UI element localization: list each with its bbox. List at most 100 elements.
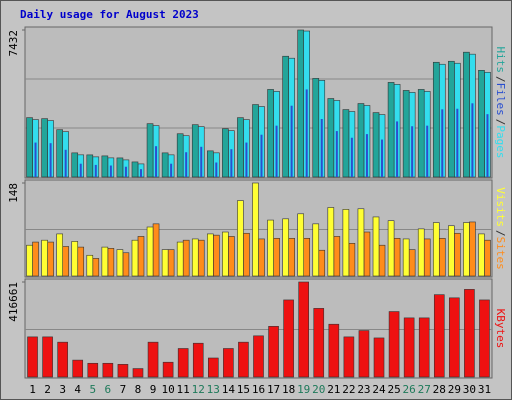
x-tick-label: 29 (448, 383, 461, 396)
bar (182, 239, 190, 277)
x-tick-label: 31 (478, 383, 491, 396)
x-tick-label: 15 (237, 383, 250, 396)
bar (238, 341, 249, 378)
bar (170, 163, 173, 177)
x-tick-label: 7 (120, 383, 127, 396)
bar (207, 233, 214, 277)
bar (463, 222, 470, 277)
bar (139, 169, 142, 177)
bar (77, 246, 85, 277)
y-tick-label: 416661 (7, 282, 20, 322)
bar (57, 341, 68, 378)
x-tick-label: 28 (433, 383, 446, 396)
bar (363, 231, 371, 277)
bar (267, 219, 274, 277)
bar (147, 341, 159, 378)
bar (101, 246, 109, 277)
bar (34, 142, 37, 177)
bar (176, 241, 184, 277)
bar (327, 207, 335, 277)
legend-separator: / (494, 119, 507, 126)
bar (305, 89, 308, 177)
bar (124, 166, 127, 177)
bar (260, 134, 263, 177)
bar (101, 155, 109, 178)
bar (79, 163, 82, 177)
bar (357, 208, 365, 277)
bar (438, 237, 446, 277)
bar (162, 361, 174, 378)
bar (86, 154, 94, 178)
bar (267, 89, 274, 178)
chart-title: Daily usage for August 2023 (20, 8, 199, 21)
bar (109, 165, 112, 177)
x-tick-label: 4 (74, 383, 81, 396)
bar (411, 126, 414, 177)
bar (56, 233, 63, 277)
bar (432, 222, 440, 277)
x-tick-label: 17 (267, 383, 280, 396)
bar (388, 311, 400, 378)
bar (176, 133, 184, 178)
bar (327, 98, 335, 178)
bar (297, 29, 304, 178)
bar (423, 238, 431, 277)
bar (426, 125, 429, 177)
bar (107, 248, 115, 277)
bar (479, 299, 490, 378)
x-tick-label: 19 (297, 383, 310, 396)
x-tick-label: 22 (342, 383, 355, 396)
bar (87, 362, 99, 378)
x-tick-label: 26 (403, 383, 416, 396)
bar (282, 55, 289, 178)
bar (273, 237, 280, 277)
bar (318, 249, 326, 277)
bar (185, 152, 188, 177)
bar (252, 182, 259, 277)
x-tick-label: 16 (252, 383, 265, 396)
bar (252, 104, 259, 178)
bar (373, 337, 385, 378)
x-tick-label: 11 (177, 383, 190, 396)
bar (192, 342, 204, 378)
bar (298, 281, 309, 378)
bar (41, 118, 48, 178)
bar (146, 123, 154, 178)
bar (348, 243, 356, 277)
bar (208, 357, 219, 378)
bar (387, 82, 395, 178)
x-tick-label: 2 (44, 383, 51, 396)
bar (131, 161, 139, 178)
x-tick-label: 13 (207, 383, 220, 396)
legend-entry: Sites (494, 237, 507, 270)
bar (102, 362, 114, 378)
bar (243, 232, 250, 277)
legend-entry: Hits (494, 47, 507, 74)
bar (258, 238, 265, 277)
bar (471, 103, 474, 177)
x-tick-label: 24 (372, 383, 386, 396)
bar (200, 146, 203, 177)
bar (275, 125, 278, 177)
bar (303, 237, 310, 277)
bar (365, 134, 368, 177)
bar (26, 244, 33, 277)
x-tick-label: 18 (282, 383, 295, 396)
bar (378, 244, 386, 277)
bar (213, 234, 220, 277)
x-tick-label: 25 (387, 383, 400, 396)
bar (478, 70, 485, 178)
bar (222, 231, 229, 277)
legend-separator: / (494, 230, 507, 237)
bar (402, 238, 410, 277)
bar (137, 236, 145, 277)
bar (167, 249, 175, 277)
bar (268, 326, 279, 378)
bar (372, 216, 380, 277)
bar (71, 152, 79, 178)
bar (228, 236, 235, 277)
bar (32, 241, 39, 277)
bar (27, 336, 38, 378)
bar (417, 89, 425, 178)
